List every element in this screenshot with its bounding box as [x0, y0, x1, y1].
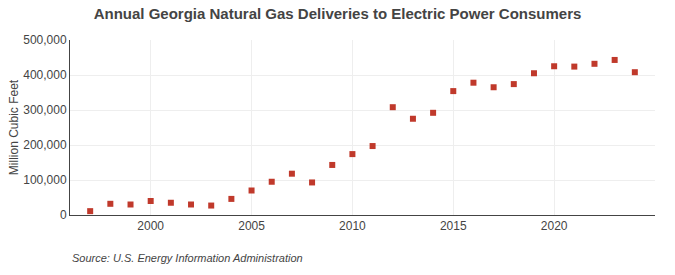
svg-text:2010: 2010: [339, 219, 366, 233]
svg-text:Source: U.S. Energy Informatio: Source: U.S. Energy Information Administ…: [72, 252, 303, 264]
svg-text:2020: 2020: [541, 219, 568, 233]
svg-text:300,000: 300,000: [23, 103, 67, 117]
svg-text:0: 0: [60, 208, 67, 222]
svg-text:Annual Georgia Natural Gas Del: Annual Georgia Natural Gas Deliveries to…: [94, 5, 582, 22]
svg-text:2015: 2015: [440, 219, 467, 233]
svg-text:Million Cubic Feet: Million Cubic Feet: [7, 79, 21, 175]
svg-text:500,000: 500,000: [23, 33, 67, 47]
svg-text:2000: 2000: [137, 219, 164, 233]
svg-text:100,000: 100,000: [23, 173, 67, 187]
svg-text:2005: 2005: [238, 219, 265, 233]
svg-text:200,000: 200,000: [23, 138, 67, 152]
svg-text:400,000: 400,000: [23, 68, 67, 82]
